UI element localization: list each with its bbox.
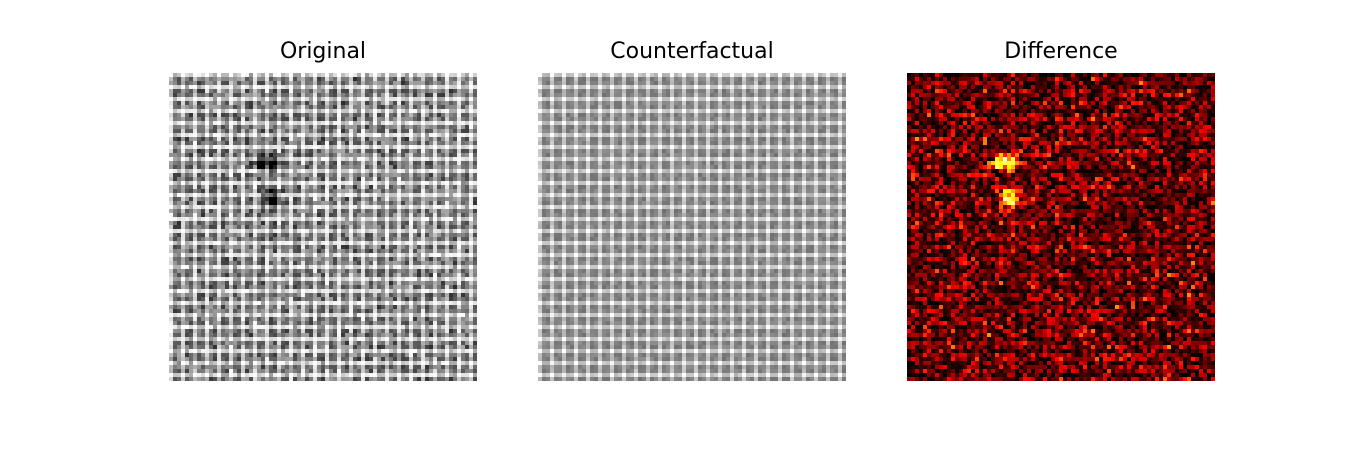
- counterfactual-image: [538, 73, 846, 381]
- panel-title-original: Original: [279, 39, 367, 64]
- panel-title-counterfactual: Counterfactual: [610, 39, 774, 64]
- original-image: [169, 73, 477, 381]
- difference-heatmap: [907, 73, 1215, 381]
- panel-title-difference: Difference: [1004, 39, 1118, 64]
